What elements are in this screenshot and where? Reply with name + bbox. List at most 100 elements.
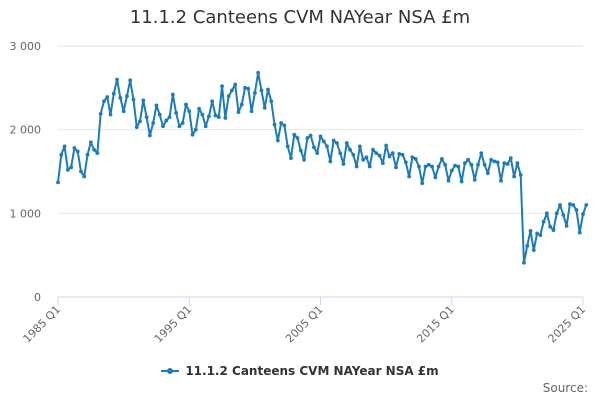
- data-point[interactable]: [518, 172, 523, 177]
- data-point[interactable]: [69, 165, 74, 170]
- data-point[interactable]: [581, 212, 585, 217]
- data-point[interactable]: [538, 233, 543, 237]
- data-point[interactable]: [282, 123, 287, 128]
- data-point[interactable]: [210, 99, 215, 104]
- data-point[interactable]: [111, 91, 116, 96]
- data-point[interactable]: [95, 151, 100, 155]
- data-point[interactable]: [466, 157, 471, 162]
- data-point[interactable]: [380, 161, 385, 166]
- data-point[interactable]: [440, 157, 444, 161]
- data-point[interactable]: [400, 152, 405, 157]
- data-point[interactable]: [482, 162, 487, 167]
- data-point[interactable]: [567, 202, 572, 207]
- data-point[interactable]: [476, 162, 480, 167]
- data-point[interactable]: [154, 103, 159, 108]
- data-point[interactable]: [125, 94, 129, 99]
- data-point[interactable]: [485, 171, 490, 176]
- data-point[interactable]: [289, 156, 293, 161]
- data-point[interactable]: [502, 161, 507, 166]
- data-point[interactable]: [571, 203, 576, 207]
- data-point[interactable]: [220, 84, 224, 89]
- data-point[interactable]: [177, 124, 182, 129]
- data-point[interactable]: [479, 151, 484, 155]
- data-point[interactable]: [115, 77, 119, 82]
- data-point[interactable]: [285, 144, 290, 149]
- data-point[interactable]: [357, 144, 362, 149]
- data-point[interactable]: [279, 121, 284, 125]
- data-point[interactable]: [144, 115, 149, 120]
- data-point[interactable]: [216, 115, 221, 120]
- data-point[interactable]: [561, 213, 566, 217]
- data-point[interactable]: [361, 157, 366, 162]
- data-point[interactable]: [269, 99, 274, 104]
- data-point[interactable]: [121, 109, 126, 114]
- data-point[interactable]: [184, 102, 188, 107]
- data-point[interactable]: [79, 169, 83, 174]
- data-point[interactable]: [413, 157, 418, 161]
- data-point[interactable]: [108, 112, 113, 117]
- data-point[interactable]: [164, 118, 169, 123]
- data-point[interactable]: [384, 143, 389, 148]
- data-point[interactable]: [147, 133, 152, 138]
- data-point[interactable]: [102, 99, 106, 104]
- data-point[interactable]: [315, 151, 320, 155]
- data-point[interactable]: [312, 145, 316, 150]
- data-point[interactable]: [138, 119, 142, 124]
- data-point[interactable]: [456, 164, 461, 169]
- data-point[interactable]: [377, 153, 382, 158]
- data-point[interactable]: [492, 159, 497, 164]
- data-point[interactable]: [193, 127, 198, 132]
- data-point[interactable]: [249, 109, 254, 114]
- data-point[interactable]: [197, 106, 201, 111]
- data-point[interactable]: [394, 165, 398, 170]
- data-point[interactable]: [548, 224, 553, 229]
- data-point[interactable]: [407, 174, 411, 179]
- data-point[interactable]: [262, 106, 267, 110]
- data-point[interactable]: [56, 180, 60, 185]
- data-point[interactable]: [82, 174, 87, 179]
- data-point[interactable]: [226, 94, 231, 99]
- data-point[interactable]: [505, 162, 510, 166]
- data-point[interactable]: [420, 181, 425, 186]
- data-point[interactable]: [88, 140, 93, 145]
- data-point[interactable]: [387, 154, 392, 159]
- data-point[interactable]: [134, 125, 139, 130]
- data-point[interactable]: [223, 116, 228, 120]
- data-point[interactable]: [295, 136, 300, 140]
- data-point[interactable]: [256, 70, 261, 75]
- data-point[interactable]: [584, 203, 589, 207]
- data-point[interactable]: [174, 111, 179, 115]
- data-point[interactable]: [446, 178, 451, 183]
- data-point[interactable]: [545, 211, 549, 216]
- data-point[interactable]: [259, 88, 264, 93]
- data-point[interactable]: [92, 147, 96, 152]
- data-point[interactable]: [417, 164, 421, 169]
- data-point[interactable]: [469, 162, 474, 167]
- data-point[interactable]: [213, 113, 218, 118]
- data-point[interactable]: [354, 164, 359, 169]
- data-point[interactable]: [367, 164, 372, 169]
- data-point[interactable]: [462, 161, 467, 166]
- data-point[interactable]: [515, 161, 520, 166]
- data-point[interactable]: [430, 164, 434, 169]
- source-credit[interactable]: Source:: [542, 381, 588, 395]
- data-point[interactable]: [423, 164, 428, 169]
- data-point[interactable]: [426, 162, 431, 167]
- data-point[interactable]: [436, 164, 441, 169]
- data-point[interactable]: [403, 160, 408, 165]
- data-point[interactable]: [243, 85, 247, 90]
- data-point[interactable]: [59, 152, 64, 157]
- data-point[interactable]: [495, 160, 500, 165]
- data-point[interactable]: [62, 144, 67, 149]
- data-point[interactable]: [75, 149, 80, 154]
- data-point[interactable]: [246, 86, 251, 91]
- data-point[interactable]: [318, 134, 323, 139]
- data-point[interactable]: [453, 163, 457, 168]
- data-point[interactable]: [564, 223, 569, 228]
- data-point[interactable]: [161, 124, 165, 129]
- data-point[interactable]: [157, 112, 162, 117]
- data-point[interactable]: [180, 121, 185, 125]
- data-point[interactable]: [449, 168, 454, 173]
- data-point[interactable]: [512, 174, 516, 179]
- data-point[interactable]: [65, 167, 70, 172]
